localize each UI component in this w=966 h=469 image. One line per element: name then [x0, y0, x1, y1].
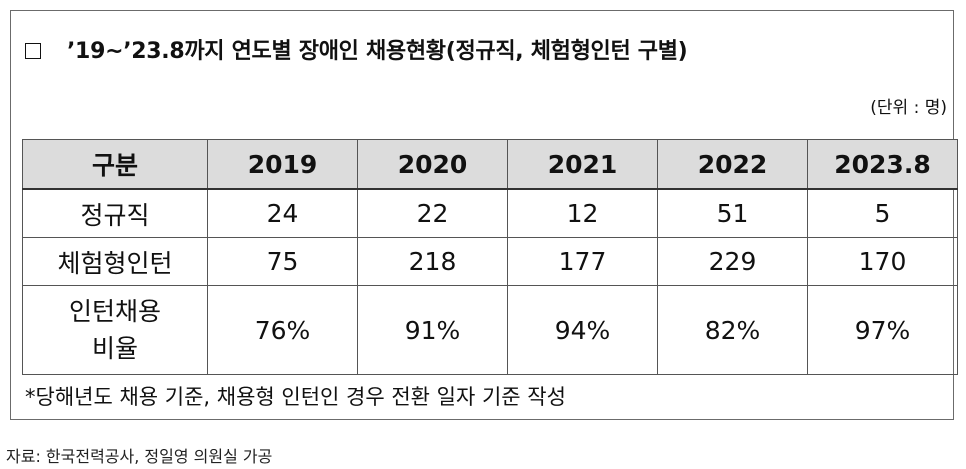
table-cell: 170 [807, 237, 958, 286]
table-cell: 22 [357, 188, 508, 238]
table-cell: 97% [807, 285, 958, 375]
data-table: 구분 2019 2020 2021 2022 2023.8 정규직 24 22 … [22, 139, 958, 375]
unit-label: (단위 : 명) [870, 98, 947, 118]
table-cell: 177 [507, 237, 658, 286]
table-cell: 218 [357, 237, 508, 286]
row-header: 체험형인턴 [22, 237, 208, 286]
table-header-row: 구분 2019 2020 2021 2022 2023.8 [22, 139, 958, 190]
table-cell: 82% [657, 285, 808, 375]
row-header: 인턴채용 비율 [22, 285, 208, 375]
table-row: 인턴채용 비율 76% 91% 94% 82% 97% [22, 285, 958, 375]
column-header: 2023.8 [807, 139, 958, 190]
column-header: 2019 [207, 139, 358, 190]
column-header: 2020 [357, 139, 508, 190]
row-header: 정규직 [22, 188, 208, 238]
table-cell: 12 [507, 188, 658, 238]
table-cell: 76% [207, 285, 358, 375]
table-cell: 91% [357, 285, 508, 375]
table-row: 정규직 24 22 12 51 5 [22, 188, 958, 238]
table-cell: 229 [657, 237, 808, 286]
column-header: 2022 [657, 139, 808, 190]
content-frame: ’19~’23.8까지 연도별 장애인 채용현황(정규직, 체험형인턴 구별) … [10, 10, 958, 420]
section-title-text: ’19~’23.8까지 연도별 장애인 채용현황(정규직, 체험형인턴 구별) [67, 39, 688, 64]
column-header: 구분 [22, 139, 208, 190]
column-header: 2021 [507, 139, 658, 190]
table-cell: 24 [207, 188, 358, 238]
table-cell: 5 [807, 188, 958, 238]
table-cell: 94% [507, 285, 658, 375]
empty-square-icon [25, 43, 41, 59]
table-cell: 75 [207, 237, 358, 286]
source-credit: 자료: 한국전력공사, 정일영 의원실 가공 [6, 447, 273, 466]
table-cell: 51 [657, 188, 808, 238]
table-row: 체험형인턴 75 218 177 229 170 [22, 237, 958, 286]
section-title: ’19~’23.8까지 연도별 장애인 채용현황(정규직, 체험형인턴 구별) [25, 33, 688, 65]
footnote: *당해년도 채용 기준, 채용형 인턴인 경우 전환 일자 기준 작성 [25, 385, 566, 409]
